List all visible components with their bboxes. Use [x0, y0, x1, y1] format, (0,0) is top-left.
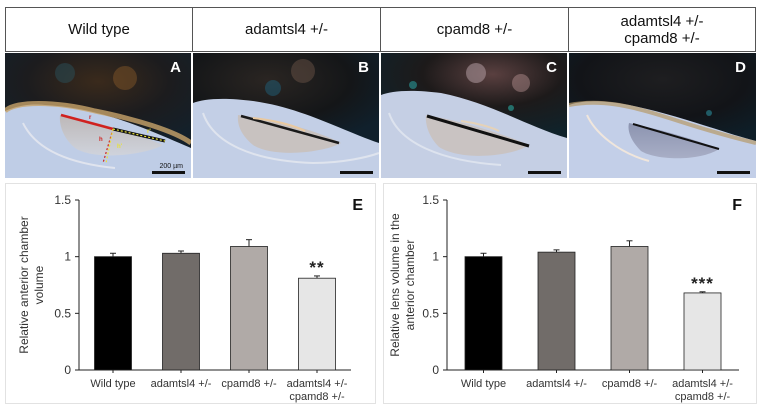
y-tick-label: 0.5	[422, 306, 439, 320]
chart-panel-e: 0 0.5 1 1.5 Relative anterior chamber volume W…	[5, 183, 376, 404]
bar	[537, 251, 576, 371]
panel-letter-c: C	[546, 59, 557, 76]
panel-letter-d: D	[735, 59, 746, 76]
photo-panel-b: B	[193, 53, 379, 178]
bar-group: cpamd8 +/-	[221, 239, 277, 390]
x-tick-label: adamtsl4 +/-	[287, 378, 348, 390]
x-tick-label: Wild type	[461, 378, 506, 390]
bar	[298, 277, 336, 371]
eye-image: r h h' r'	[5, 53, 191, 178]
annotation-r-prime: r'	[147, 129, 151, 135]
bar-group: adamtsl4 +/-	[526, 249, 587, 390]
panel-letter-f: F	[732, 197, 742, 214]
eye-image	[381, 53, 567, 178]
bar	[162, 252, 200, 371]
header-cpamd8: cpamd8 +/-	[380, 7, 568, 52]
scalebar-label: 200 µm	[159, 163, 184, 170]
bar-chart-e: 0 0.5 1 1.5 Relative anterior chamber volume W…	[17, 193, 351, 403]
x-tick-label: adamtsl4 +/-	[151, 378, 212, 390]
panel-letter-a: A	[170, 59, 181, 76]
photo-panel-a: r h h' r' A 200 µm	[5, 53, 191, 178]
x-tick-label: cpamd8 +/-	[289, 391, 345, 403]
y-axis-label-line1: Relative lens volume in the	[388, 213, 402, 357]
eye-image	[193, 53, 379, 178]
significance-marker: ***	[691, 274, 714, 293]
y-tick-label: 1	[64, 250, 71, 264]
bar-group: cpamd8 +/-	[602, 240, 658, 390]
x-tick-label: adamtsl4 +/-	[672, 378, 733, 390]
bar-chart-f: 0 0.5 1 1.5 Relative lens volume in the anter…	[388, 193, 739, 403]
panel-letter-b: B	[358, 59, 369, 76]
y-axis-label-line1: Relative anterior chamber	[17, 216, 31, 353]
bar	[464, 256, 503, 371]
scale-bar	[528, 171, 561, 174]
x-tick-label: adamtsl4 +/-	[526, 378, 587, 390]
eye-photo-row: r h h' r' A 200 µm B	[5, 53, 756, 178]
photo-panel-c: C	[381, 53, 567, 178]
eye-image	[569, 53, 756, 178]
panel-letter-e: E	[352, 197, 363, 214]
header-adamtsl4: adamtsl4 +/-	[192, 7, 380, 52]
header-label-line2: cpamd8 +/-	[624, 29, 700, 47]
annotation-r: r	[89, 115, 92, 121]
header-label: Wild type	[68, 21, 130, 38]
scale-bar	[152, 171, 185, 174]
y-tick-label: 0.5	[54, 306, 71, 320]
chart-panel-f: 0 0.5 1 1.5 Relative lens volume in the anter…	[383, 183, 757, 404]
header-label-line1: adamtsl4 +/-	[620, 12, 704, 30]
bar	[610, 246, 649, 371]
bar	[94, 256, 132, 371]
x-tick-label: Wild type	[90, 378, 135, 390]
y-tick-label: 1.5	[422, 193, 439, 207]
y-tick-label: 0	[64, 363, 71, 377]
header-label: cpamd8 +/-	[436, 21, 513, 38]
x-tick-label: cpamd8 +/-	[675, 391, 731, 403]
scale-bar	[340, 171, 373, 174]
scale-bar	[717, 171, 750, 174]
bar-group: adamtsl4 +/-cpamd8 +/- ***	[672, 274, 733, 403]
bar	[230, 246, 268, 371]
annotation-h: h	[99, 137, 103, 143]
y-tick-label: 1.5	[54, 193, 71, 207]
header-double-het: adamtsl4 +/- cpamd8 +/-	[568, 7, 756, 52]
bar-group: Wild type	[90, 252, 136, 390]
photo-panel-d: D	[569, 53, 756, 178]
annotation-h-prime: h'	[117, 144, 123, 150]
bar	[683, 292, 722, 371]
genotype-header-row: Wild type adamtsl4 +/- cpamd8 +/- adamts…	[5, 7, 756, 52]
x-tick-label: cpamd8 +/-	[602, 378, 658, 390]
y-axis-label-line2: anterior chamber	[403, 240, 417, 331]
y-tick-label: 1	[432, 250, 439, 264]
y-tick-label: 0	[432, 363, 439, 377]
significance-marker: **	[309, 258, 324, 277]
bar-group: Wild type	[461, 252, 506, 390]
bar-group: adamtsl4 +/-	[151, 250, 212, 390]
bar-group: adamtsl4 +/-cpamd8 +/- **	[287, 258, 348, 403]
header-wild-type: Wild type	[5, 7, 192, 52]
header-label: adamtsl4 +/-	[245, 21, 328, 38]
x-tick-label: cpamd8 +/-	[221, 378, 277, 390]
y-axis-label-line2: volume	[32, 265, 46, 304]
